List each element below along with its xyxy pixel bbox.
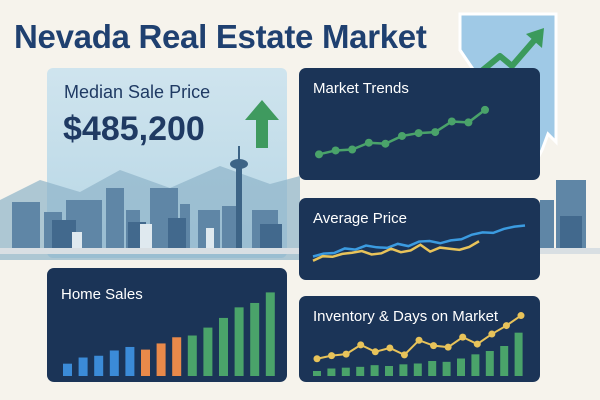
up-arrow-icon [245, 100, 279, 148]
market-trends-point [414, 129, 423, 138]
page-title: Nevada Real Estate Market [14, 18, 427, 55]
trend-up-arrow-icon [526, 28, 544, 48]
market-trends-point [315, 150, 323, 159]
home-sales-bar [265, 292, 275, 376]
home-sales-bar [63, 363, 72, 376]
market-trends-point [331, 146, 340, 155]
market-trends-point [481, 105, 489, 114]
home-sales-card: Home Sales [47, 268, 287, 382]
city-skyline [0, 146, 586, 260]
home-sales-bar [156, 343, 166, 376]
inventory-chart [313, 312, 525, 376]
inventory-bar [327, 368, 336, 376]
inventory-point [415, 336, 423, 344]
inventory-point [313, 355, 321, 363]
market-trends-point [447, 117, 456, 126]
market-trends-point [381, 139, 390, 148]
market-trends-card: Market Trends [299, 68, 540, 180]
inventory-bar [485, 351, 494, 376]
average-price-chart [312, 224, 526, 262]
home-sales-bar [219, 317, 228, 376]
median-value: $485,200 [63, 110, 205, 148]
median-label: Median Sale Price [64, 82, 211, 102]
inventory-point [473, 340, 481, 348]
inventory-bar [399, 364, 408, 376]
inventory-point [488, 330, 496, 338]
inventory-point [517, 312, 525, 320]
average-price-card: Average Price [299, 198, 540, 280]
inventory-point [444, 343, 452, 351]
home-sales-bar [141, 349, 150, 376]
inventory-bar [514, 332, 523, 376]
inventory-point [328, 352, 336, 360]
home-sales-bar [94, 355, 104, 376]
inventory-bar [500, 346, 509, 376]
inventory-point [502, 322, 510, 330]
home-sales-bar [250, 302, 260, 376]
market-trends-point [348, 145, 357, 154]
average-price-blue-line [312, 224, 526, 258]
inventory-bar [341, 367, 350, 376]
inventory-point [371, 348, 379, 356]
home-sales-chart [63, 292, 275, 376]
market-trends-point [464, 118, 473, 127]
inventory-bar [413, 363, 422, 376]
home-sales-bar [172, 337, 182, 376]
market-trends-point [364, 138, 373, 147]
inventory-point [342, 350, 350, 358]
inventory-title: Inventory & Days on Market [313, 308, 499, 325]
inventory-point [386, 344, 394, 352]
home-sales-bar [203, 327, 213, 376]
inventory-point [430, 342, 438, 350]
home-sales-bar [234, 307, 244, 376]
inventory-bar [356, 366, 365, 376]
market-trends-title: Market Trends [313, 80, 409, 97]
market-trends-point [431, 128, 440, 137]
inventory-card: Inventory & Days on Market [299, 296, 540, 382]
inventory-point [357, 341, 365, 349]
inventory-point [459, 333, 467, 341]
home-sales-title: Home Sales [61, 286, 143, 303]
inventory-bar [313, 371, 321, 376]
home-sales-bar [187, 335, 197, 376]
market-trends-point [398, 131, 406, 140]
inventory-bar [370, 365, 379, 376]
home-sales-bar [78, 357, 88, 376]
inventory-bar [471, 354, 480, 376]
average-price-yellow-line [312, 240, 480, 262]
average-price-title: Average Price [313, 210, 407, 227]
inventory-bar [428, 361, 437, 376]
inventory-bar [442, 361, 451, 376]
market-trends-chart [315, 105, 489, 159]
home-sales-bar [109, 350, 119, 376]
home-sales-bar [125, 346, 135, 376]
inventory-bar [457, 358, 465, 376]
inventory-bar [385, 366, 393, 376]
inventory-point [400, 351, 408, 359]
